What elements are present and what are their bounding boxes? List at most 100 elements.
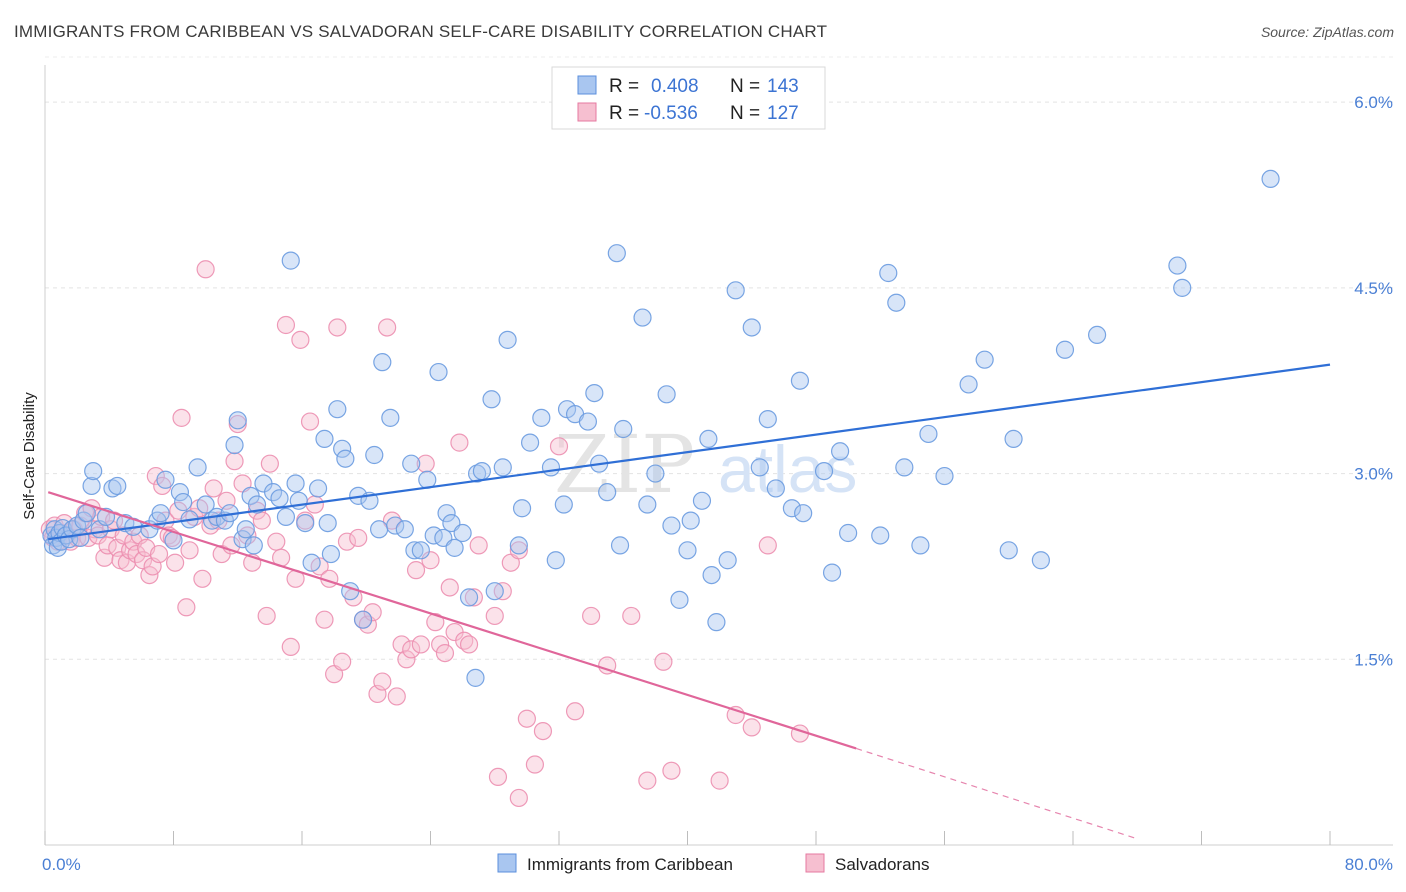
stats-box: R = 0.408 N = 143 R = -0.536 N = 127: [551, 66, 826, 130]
salvadoran-point-92: [406, 561, 426, 580]
caribbean-point-93: [541, 458, 561, 477]
caribbean-point-26: [156, 470, 175, 489]
caribbean-point-37: [225, 435, 244, 455]
caribbean-point-66: [373, 353, 392, 372]
y-tick-label-2: 4.5%: [1354, 279, 1393, 298]
caribbean-point-116: [707, 613, 726, 632]
caribbean-point-106: [638, 495, 657, 514]
caribbean-point-103: [610, 536, 630, 555]
caribbean-point-135: [919, 424, 938, 444]
stats-n-value-2: 127: [767, 103, 799, 124]
caribbean-point-80: [453, 523, 472, 543]
caribbean-point-123: [782, 499, 802, 518]
salvadoran-point-44: [185, 507, 204, 527]
salvadoran-point-115: [582, 606, 601, 626]
salvadoran-point-46: [193, 569, 212, 588]
salvadoran-point-118: [638, 771, 657, 790]
caribbean-point-91: [520, 433, 540, 452]
caribbean-trend-line: [48, 363, 1331, 541]
caribbean-point-105: [633, 308, 652, 327]
caribbean-point-125: [794, 504, 813, 523]
salvadoran-point-76: [328, 318, 347, 337]
salvadoran-point-54: [225, 452, 244, 471]
caribbean-point-57: [328, 400, 347, 419]
salvadoran-point-111: [525, 755, 545, 774]
grid-lines: [45, 56, 1393, 660]
chart-title: IMMIGRANTS FROM CARIBBEAN VS SALVADORAN …: [14, 22, 828, 41]
salvadoran-point-86: [378, 318, 397, 337]
salvadoran-point-88: [387, 687, 406, 706]
salvadoran-point-60: [252, 511, 271, 530]
caribbean-point-84: [472, 461, 491, 481]
legend-label-salvadorans: Salvadorans: [835, 855, 930, 874]
caribbean-point-118: [726, 281, 745, 300]
axes: [44, 65, 1393, 846]
salvadoran-point-66: [281, 637, 300, 657]
salvadoran-point-90: [397, 650, 416, 669]
caribbean-point-132: [887, 293, 906, 312]
caribbean-point-111: [678, 541, 697, 560]
salvadoran-point-65: [276, 315, 296, 335]
salvadoran-point-39: [166, 553, 185, 572]
salvadoran-point-106: [485, 606, 504, 626]
caribbean-point-42: [244, 536, 263, 555]
caribbean-point-70: [402, 454, 421, 473]
salvadoran-point-85: [373, 672, 392, 691]
salvadoran-point-62: [260, 454, 279, 473]
caribbean-point-43: [247, 495, 267, 514]
salvadoran-point-124: [758, 536, 777, 555]
trend-lines: [47, 363, 1331, 840]
legend-label-caribbean: Immigrants from Caribbean: [527, 855, 733, 874]
caribbean-point-120: [750, 458, 769, 477]
caribbean-point-39: [233, 530, 252, 549]
legend-swatch-salvadorans: [805, 853, 825, 873]
salvadoran-point-95: [421, 551, 440, 570]
caribbean-point-131: [879, 263, 898, 283]
caribbean-point-122: [766, 479, 785, 498]
caribbean-point-85: [482, 390, 501, 409]
salvadoran-point-47: [196, 260, 215, 279]
salvadoran-point-68: [291, 330, 310, 349]
salvadoran-point-78: [337, 532, 357, 551]
stats-swatch-pink: [577, 102, 597, 122]
caribbean-point-136: [935, 466, 954, 486]
salvadoran-point-42: [177, 598, 196, 617]
caribbean-point-141: [1031, 551, 1050, 570]
caribbean-point-65: [370, 520, 389, 539]
caribbean-point-115: [702, 565, 721, 585]
caribbean-point-146: [1261, 169, 1280, 189]
salvadoran-point-126: [509, 788, 528, 808]
caribbean-point-95: [554, 495, 573, 514]
caribbean-point-114: [699, 429, 718, 449]
salvadoran-point-112: [533, 721, 553, 741]
caribbean-point-15: [82, 476, 101, 496]
salvadoran-point-127: [488, 767, 508, 787]
caribbean-point-119: [742, 318, 761, 337]
caribbean-point-77: [437, 504, 456, 523]
caribbean-point-20: [108, 476, 127, 496]
caribbean-point-88: [498, 330, 517, 349]
caribbean-point-86: [485, 582, 504, 601]
caribbean-point-64: [365, 445, 384, 465]
caribbean-point-52: [302, 553, 321, 572]
stats-r-value-1: 0.408: [651, 76, 699, 97]
salvadoran-point-120: [662, 761, 681, 780]
caribbean-point-104: [614, 419, 633, 439]
caribbean-point-62: [353, 610, 373, 629]
caribbean-point-98: [578, 412, 598, 431]
caribbean-point-137: [959, 375, 978, 394]
caribbean-point-102: [607, 244, 626, 263]
stats-n-label-2: N =: [730, 103, 760, 124]
caribbean-point-19: [103, 479, 122, 498]
caribbean-point-83: [467, 464, 487, 483]
stats-swatch-blue: [577, 75, 597, 95]
caribbean-point-54: [315, 429, 334, 449]
y-tick-label-1: 3.0%: [1354, 465, 1393, 484]
caribbean-point-90: [512, 499, 532, 518]
caribbean-point-99: [585, 383, 604, 403]
caribbean-point-72: [411, 541, 430, 560]
salvadoran-point-80: [349, 528, 368, 548]
caribbean-point-129: [839, 523, 858, 543]
legend: Immigrants from Caribbean Salvadorans: [497, 853, 930, 874]
